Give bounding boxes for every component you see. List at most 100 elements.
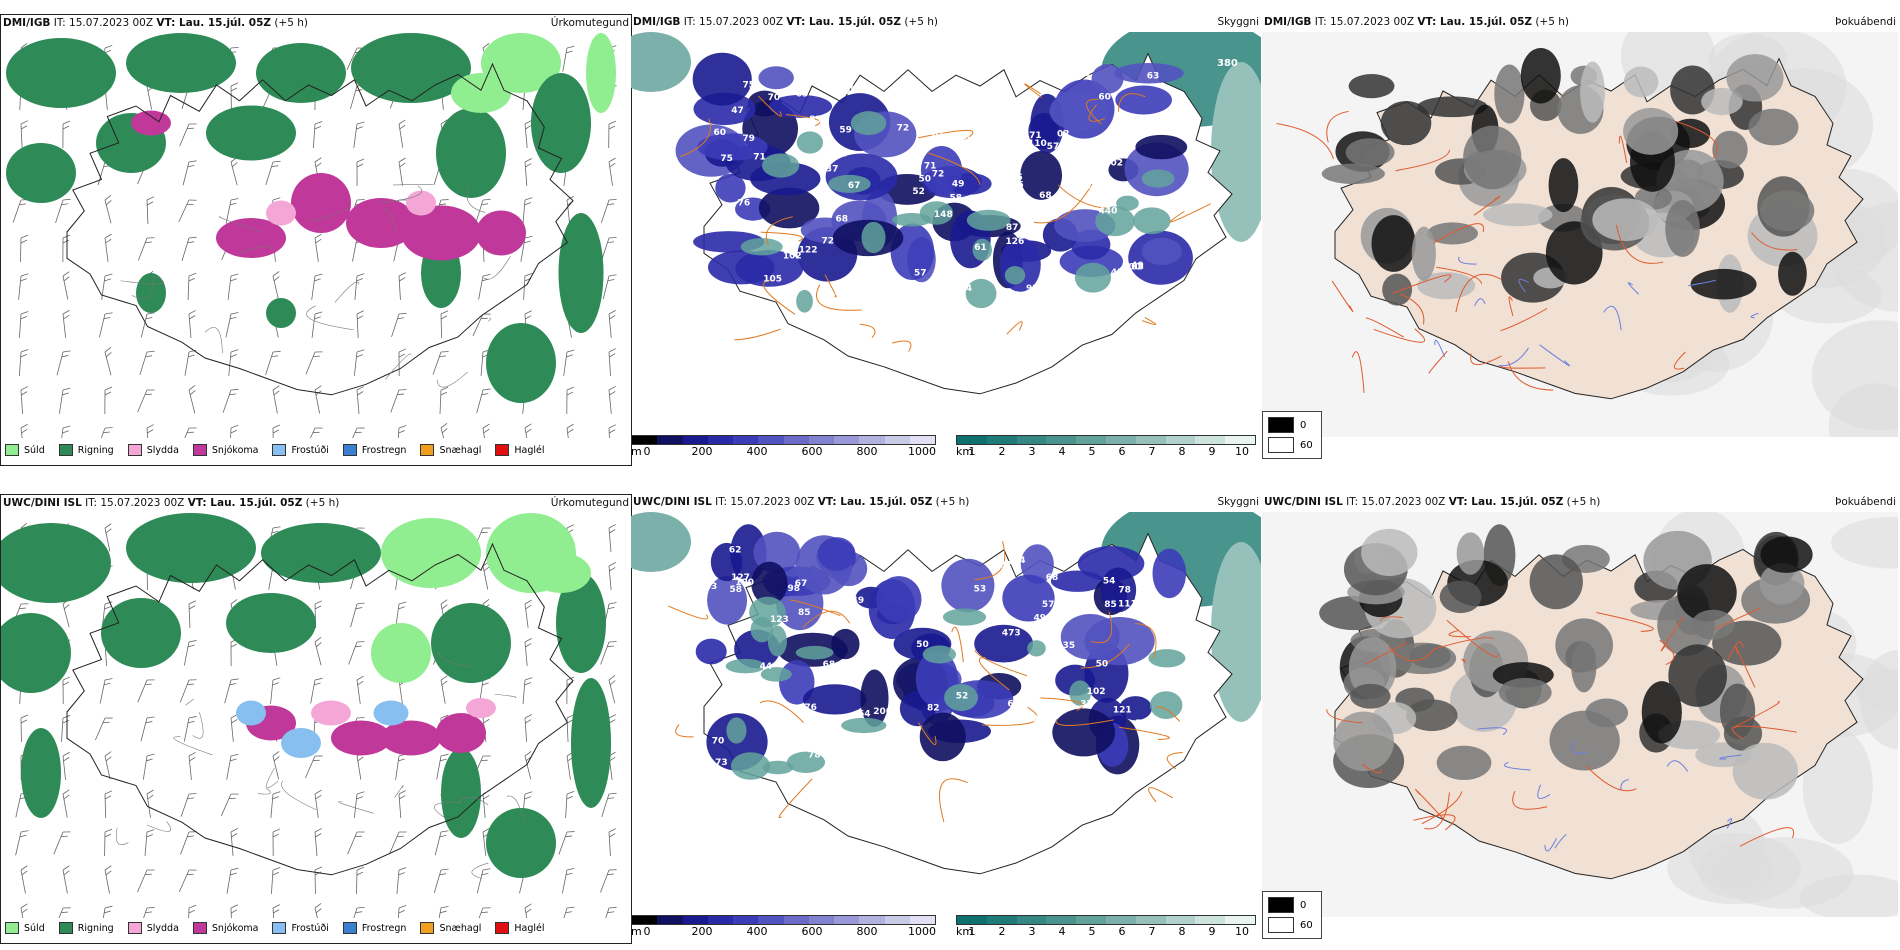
road-line: [337, 801, 374, 814]
cloud-area: [1115, 85, 1172, 115]
wind-barb: [398, 272, 406, 300]
wind-barb: [353, 791, 365, 818]
height-label: 44: [1169, 768, 1182, 778]
cloud-area: [817, 537, 856, 571]
colorbar-tick: 7: [1148, 445, 1156, 458]
cloud-area: [758, 66, 794, 90]
wind-barb: [140, 312, 155, 338]
road-line: [1085, 98, 1102, 125]
wind-barb: [104, 828, 113, 857]
lead-time: (+5 h): [1566, 496, 1601, 508]
model-name: DMI/IGB: [1264, 16, 1312, 28]
colorbar-cell: [859, 916, 885, 924]
visibility-area: [725, 658, 766, 674]
wind-barb: [312, 121, 323, 148]
fog-area: [1778, 251, 1807, 296]
road-line: [1732, 725, 1797, 740]
wind-barb: [311, 273, 323, 300]
river-line: [1518, 278, 1529, 293]
road-line: [982, 706, 1038, 726]
colorbar-tick: 5: [1088, 445, 1096, 458]
visibility-area: [1116, 195, 1139, 211]
wind-barb: [608, 424, 617, 438]
road-line: [891, 340, 912, 352]
fog-legend-swatch: [1268, 417, 1294, 433]
river-line: [1750, 312, 1759, 319]
road-line: [1365, 642, 1408, 665]
road-line: [457, 797, 489, 806]
fog-area: [1406, 699, 1458, 732]
cloud-area: [710, 542, 743, 582]
wind-barb: [53, 907, 71, 918]
precip-area: [206, 105, 296, 161]
road-line: [1326, 709, 1363, 724]
precip-area: [571, 678, 611, 808]
fog-area: [1436, 745, 1492, 780]
road-line: [1166, 752, 1183, 770]
coastline: [66, 542, 574, 876]
legend-label: Frostúði: [291, 444, 329, 456]
height-label: 53: [958, 133, 971, 143]
precip-area: [266, 298, 296, 328]
wind-barb: [314, 828, 322, 856]
wind-barb: [137, 679, 155, 703]
river-line: [1666, 760, 1689, 772]
fog-map: [1262, 32, 1898, 437]
fog-area: [1555, 618, 1614, 672]
visibility-area: [965, 278, 997, 309]
wind-barb: [104, 386, 113, 415]
height-label: 102: [1104, 158, 1123, 168]
height-label: 75: [720, 154, 733, 164]
visibility-colorbar: km 1 2 3 4 5 6 7 8 9 10: [956, 435, 1256, 459]
wind-barb: [398, 790, 406, 818]
wind-barb: [270, 791, 281, 818]
precip-area: [466, 698, 496, 718]
precip-area: [351, 33, 471, 103]
road-line: [1433, 223, 1485, 244]
height-label: 100: [735, 578, 754, 588]
fog-legend-swatch: [1268, 917, 1294, 933]
road-line: [1673, 351, 1686, 370]
wind-barb: [20, 903, 28, 918]
cloud-area: [692, 52, 752, 106]
precip-area: [476, 210, 526, 256]
road-line: [1596, 611, 1654, 632]
height-label: 55: [1010, 173, 1023, 183]
wind-barb: [99, 678, 113, 704]
precip-area: [216, 218, 286, 258]
cloud-area: [1091, 64, 1124, 94]
wind-barb: [347, 427, 365, 438]
height-label: 71: [964, 552, 977, 562]
road-line: [1326, 110, 1349, 143]
road-line: [1500, 307, 1548, 332]
cloud-area: [697, 133, 768, 161]
wind-barb: [187, 272, 197, 300]
height-label: 49: [952, 180, 965, 190]
fog-legend-item: 0: [1268, 417, 1306, 433]
road-line: [918, 722, 937, 746]
wind-barb: [432, 351, 449, 375]
wind-barb: [146, 424, 154, 438]
fog-legend-label: 0: [1300, 899, 1307, 911]
wind-barb: [104, 523, 112, 552]
cloud-area: [803, 684, 867, 715]
wind-barb: [104, 195, 112, 224]
fog-area: [1417, 96, 1488, 118]
wind-barb: [522, 677, 533, 704]
fog-area: [1670, 118, 1711, 149]
lead-time: (+5 h): [935, 496, 970, 508]
height-label: 148: [934, 210, 953, 220]
height-label: 63: [1147, 71, 1160, 81]
precip-area: [266, 200, 296, 226]
road-line: [436, 371, 468, 388]
road-line: [1413, 814, 1456, 831]
road-line: [1461, 658, 1467, 664]
wind-barb: [187, 904, 197, 918]
road-line: [1715, 607, 1762, 630]
wind-barb: [20, 714, 29, 743]
river-line: [1539, 344, 1570, 367]
visibility-area: [762, 153, 800, 178]
panel-header: UWC/DINI ISL IT: 15.07.2023 00Z VT: Lau.…: [1264, 496, 1896, 510]
height-label: 02: [1057, 130, 1070, 140]
wind-barb: [397, 905, 407, 918]
